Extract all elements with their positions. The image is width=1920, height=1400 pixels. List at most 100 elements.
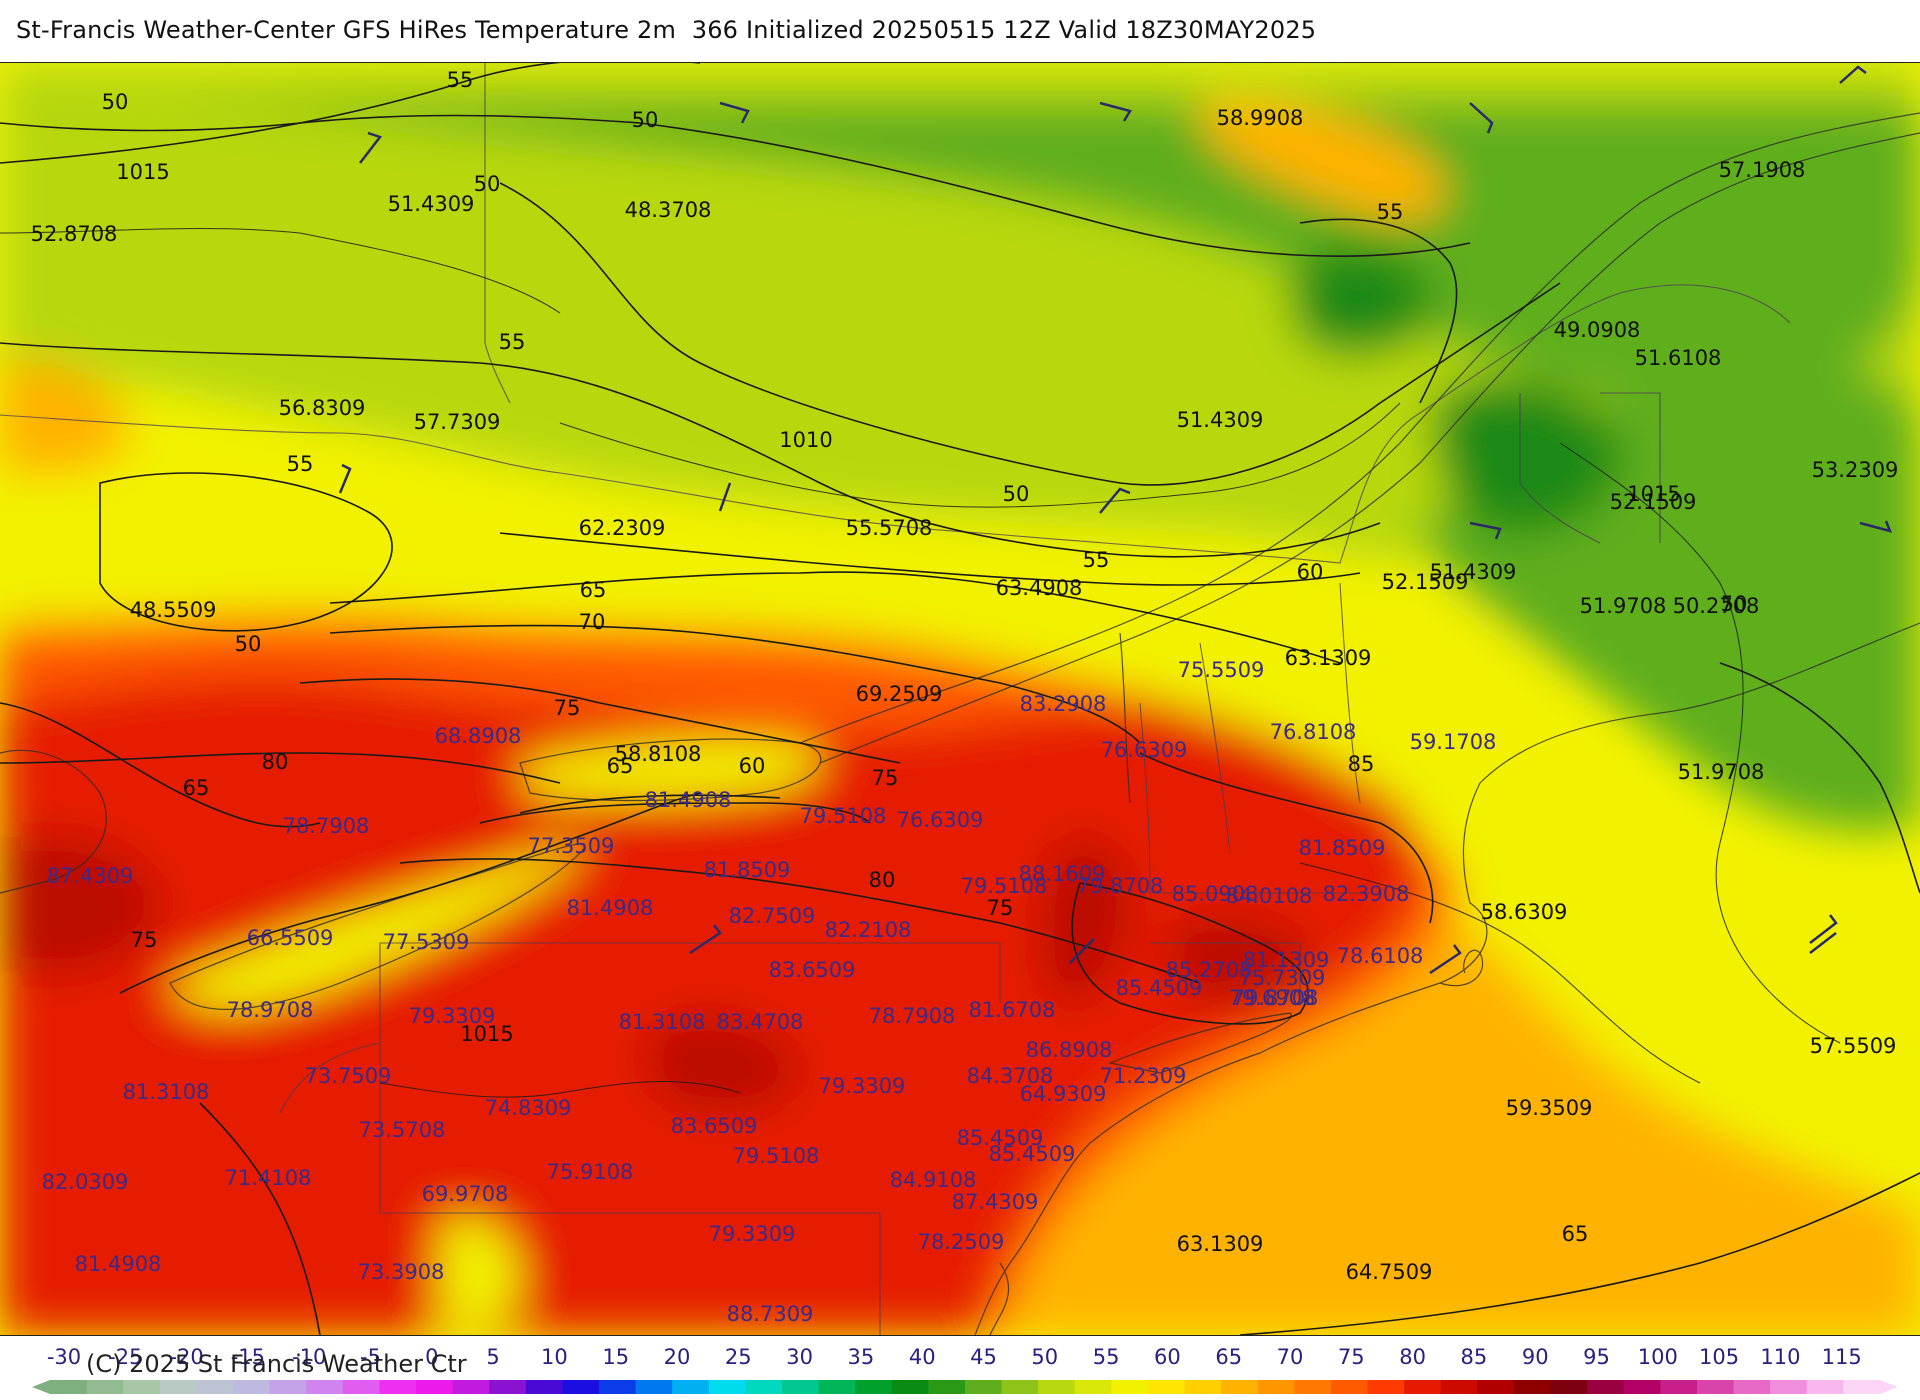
colorbar-tick-label: 50: [1031, 1345, 1058, 1369]
station-value: 59.3509: [1506, 1096, 1593, 1120]
isotherm-75-lakes: [119, 792, 701, 994]
station-value: 52.8708: [31, 222, 118, 246]
colorbar-ticks: -30 -25 -20 -15 -10 -5 0 5 10 15 20 25 30 35 40 45 50 55 6…: [47, 1345, 1862, 1369]
isotherm-label: 65: [580, 578, 607, 602]
colorbar-swatch: [86, 1380, 124, 1394]
colorbar-tick-label: 115: [1822, 1345, 1862, 1369]
political-borders: [0, 63, 1791, 1335]
isotherm-50-west: [99, 472, 393, 632]
station-value-purple: 73.7509: [305, 1064, 392, 1088]
colorbar-tick-label: 70: [1277, 1345, 1304, 1369]
colorbar-tick-label: 60: [1154, 1345, 1181, 1369]
colorbar-swatch: [1257, 1380, 1295, 1394]
isotherm-65-ocean: [1239, 1172, 1920, 1335]
colorbar-tick-label: -5: [360, 1345, 381, 1369]
field-darkgreen-maine: [1433, 379, 1621, 535]
station-value-purple: 69.9708: [422, 1182, 509, 1206]
station-value: 52.1509: [1382, 570, 1469, 594]
colorbar-swatch: [123, 1380, 161, 1394]
station-value-purple: 79.3309: [709, 1222, 796, 1246]
border-pa-south: [379, 943, 880, 1214]
wind-barb: [719, 101, 750, 124]
colorbar-tick-label: 35: [848, 1345, 875, 1369]
field-yellow-band: [0, 363, 1650, 1143]
field-darkred-pa: [646, 1015, 800, 1113]
field-orange-nw: [0, 361, 132, 476]
map-canvas: 55 50 50 50 55 55 50 55 50 55 60 65 70 75 80 65 65 60 75 80…: [0, 63, 1920, 1335]
wind-barb: [689, 924, 722, 955]
field-yellow-ontario: [520, 739, 821, 801]
station-value: 48.3708: [625, 198, 712, 222]
station-value: 63.1309: [1177, 1232, 1264, 1256]
coast-delaware-bay: [989, 1262, 1010, 1335]
station-value: 51.4309: [388, 192, 475, 216]
station-value: 51.9708: [1580, 594, 1667, 618]
isobar-label: 1015: [460, 1022, 513, 1046]
station-value-purple: 79.3309: [819, 1074, 906, 1098]
station-value-purple: 87.4309: [47, 864, 134, 888]
colorbar-tick-label: 85: [1461, 1345, 1488, 1369]
colorbar-tick-label: 5: [486, 1345, 499, 1369]
station-value: 48.5509: [130, 598, 217, 622]
wind-barb: [1069, 938, 1095, 964]
colorbar-swatch: [1587, 1380, 1625, 1394]
colorbar-swatch: [562, 1380, 600, 1394]
isotherm-label: 75: [131, 928, 158, 952]
colorbar-swatch: [1038, 1380, 1076, 1394]
isotherm-contours: [0, 63, 1920, 1335]
isotherm-55-east: [1299, 218, 1458, 404]
coast-long-island: [1107, 1012, 1292, 1074]
isotherm-label: 85: [1348, 752, 1375, 776]
colorbar-tick-label: -30: [47, 1345, 81, 1369]
colorbar-swatch: [452, 1380, 490, 1394]
colorbar-tick-label: 15: [602, 1345, 629, 1369]
isotherm-60: [499, 532, 1361, 586]
station-value-purple: 83.4708: [717, 1010, 804, 1034]
station-value: 57.5509: [1810, 1034, 1897, 1058]
isotherm-65-north: [329, 571, 1341, 664]
colorbar-swatch: [50, 1380, 88, 1394]
colorbar-tick-label: 110: [1760, 1345, 1800, 1369]
station-value: 64.7509: [1346, 1260, 1433, 1284]
colorbar-swatch: [672, 1380, 710, 1394]
isotherm-label: 75: [872, 766, 899, 790]
colorbar-tick-label: 75: [1338, 1345, 1365, 1369]
station-value-purple: 59.1708: [1410, 730, 1497, 754]
border-oh-pa: [279, 1042, 381, 1114]
isotherm-50-mid: [499, 182, 1561, 486]
isotherm-label: 55: [447, 68, 474, 92]
coast-lake-huron: [0, 749, 107, 894]
station-value: 63.1309: [1285, 646, 1372, 670]
isotherm-60-lakes: [519, 794, 781, 814]
field-darkred-nj: [1039, 837, 1132, 1004]
station-value-purple: 81.6708: [969, 998, 1056, 1022]
station-value-purple: 79.5108: [733, 1144, 820, 1168]
colorbar-swatch: [1184, 1380, 1222, 1394]
station-value-purple: 84.3708: [967, 1064, 1054, 1088]
border-us-canada: [0, 284, 1791, 564]
station-value-purple: 79.3309: [409, 1004, 496, 1028]
wind-barb: [359, 131, 383, 164]
station-value-purple: 71.2309: [1100, 1064, 1187, 1088]
isotherm-50-se: [1719, 662, 1920, 894]
colorbar-tick-label: -10: [292, 1345, 326, 1369]
isotherm-label: 65: [607, 754, 634, 778]
colorbar-tick-label: 0: [425, 1345, 438, 1369]
station-value: 52.1509: [1610, 490, 1697, 514]
isobar-label: 1015: [1627, 482, 1680, 506]
colorbar-tick-label: 40: [909, 1345, 936, 1369]
station-value: 51.4309: [1430, 560, 1517, 584]
colorbar-swatches: [32, 1380, 1898, 1394]
colorbar-swatch: [708, 1380, 746, 1394]
station-value: 62.2309: [579, 516, 666, 540]
isotherm-label: 50: [474, 172, 501, 196]
colorbar-swatch: [1843, 1380, 1881, 1394]
isobar-contours: [0, 228, 1841, 1098]
field-red-core: [0, 674, 1421, 1335]
colorbar-tick-label: 20: [664, 1345, 691, 1369]
colorbar-swatch: [1367, 1380, 1405, 1394]
temperature-field: [0, 63, 1920, 1335]
wind-barb: [1839, 65, 1867, 84]
station-value-purple: 81.4908: [567, 896, 654, 920]
border-ny-pa: [380, 942, 1001, 1003]
